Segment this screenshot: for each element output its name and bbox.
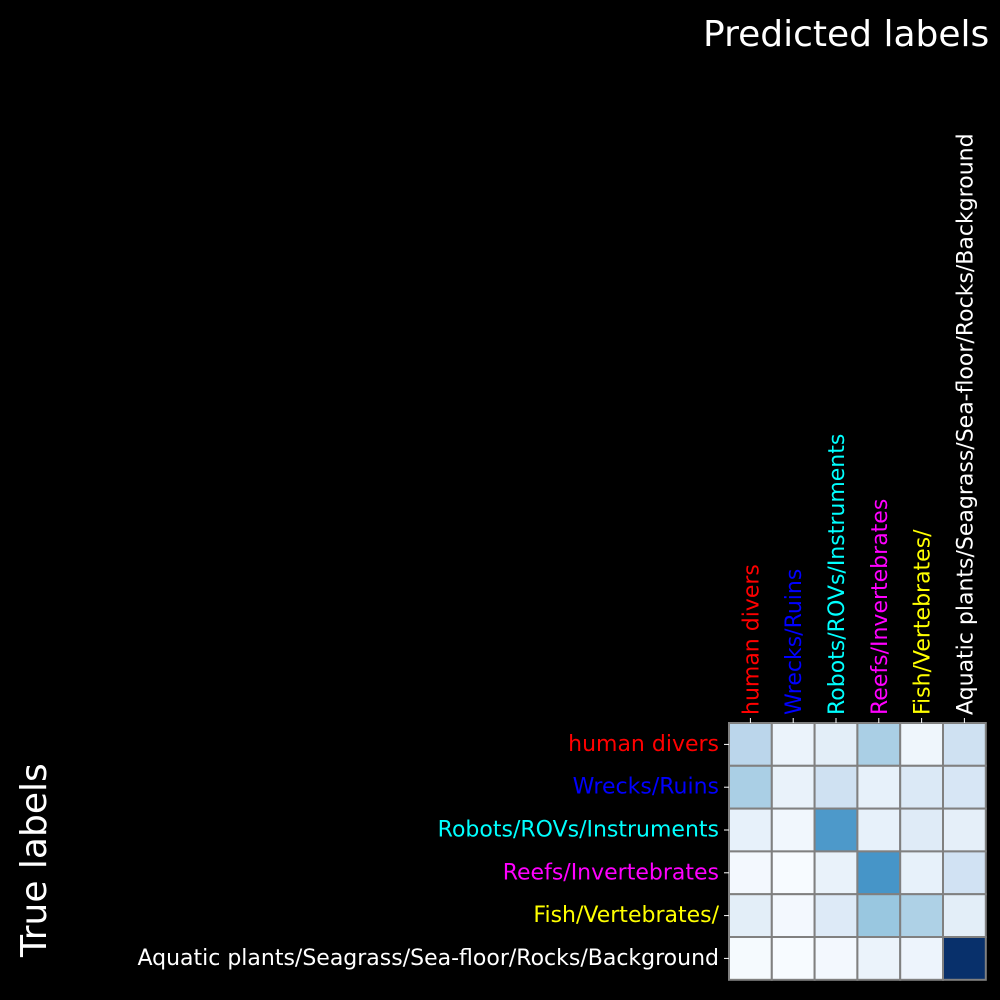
heatmap-cell <box>899 850 945 896</box>
heatmap-cell <box>813 722 859 767</box>
heatmap-cell <box>899 893 945 939</box>
x-tick-label: Robots/ROVs/Instruments <box>825 434 850 715</box>
heatmap-cell <box>942 807 987 853</box>
y-tick-label: human divers <box>568 732 719 757</box>
heatmap-cell <box>770 850 816 896</box>
heatmap-cell <box>856 850 902 896</box>
heatmap-cell <box>813 936 859 981</box>
x-tick-label: Aquatic plants/Seagrass/Sea-floor/Rocks/… <box>953 133 978 715</box>
x-axis-label: Predicted labels <box>703 14 989 55</box>
heatmap-cell <box>728 850 773 896</box>
heatmap-cell <box>728 893 773 939</box>
heatmap-cell <box>770 936 816 981</box>
heatmap-cell <box>728 764 773 810</box>
heatmap-cell <box>813 764 859 810</box>
y-tick-label: Robots/ROVs/Instruments <box>438 818 719 843</box>
heatmap-cell <box>813 850 859 896</box>
heatmap-cell <box>899 764 945 810</box>
heatmap-cell <box>942 893 987 939</box>
heatmap-cell <box>942 764 987 810</box>
heatmap-cell <box>770 807 816 853</box>
heatmap-cell <box>856 764 902 810</box>
heatmap-cell <box>856 936 902 981</box>
y-tick-label: Fish/Vertebrates/ <box>533 903 719 928</box>
heatmap-cell <box>770 764 816 810</box>
heatmap-cell <box>728 936 773 981</box>
heatmap-cell <box>942 936 987 981</box>
heatmap-cell <box>770 722 816 767</box>
heatmap-cell <box>942 850 987 896</box>
heatmap-cell <box>899 936 945 981</box>
heatmap-cell <box>728 807 773 853</box>
heatmap-cell <box>770 893 816 939</box>
heatmap-cell <box>856 893 902 939</box>
x-tick-label: Wrecks/Ruins <box>782 569 807 715</box>
y-tick-label: Reefs/Invertebrates <box>503 860 719 885</box>
heatmap-cell <box>899 807 945 853</box>
x-tick-label: Reefs/Invertebrates <box>868 499 893 715</box>
y-tick-group: human divers Wrecks/Ruins Robots/ROVs/Inst… <box>137 732 729 971</box>
heatmap-cell <box>728 722 773 767</box>
heatmap-cell <box>856 722 902 767</box>
x-tick-label: human divers <box>739 564 764 715</box>
x-tick-label: Fish/Vertebrates/ <box>911 529 936 715</box>
heatmap-cell <box>813 893 859 939</box>
heatmap-cells <box>728 722 987 981</box>
heatmap-cell <box>813 807 859 853</box>
heatmap-cell <box>942 722 987 767</box>
x-tick-group: human divers Wrecks/Ruins Robots/ROVs/Inst… <box>739 133 978 723</box>
heatmap-cell <box>856 807 902 853</box>
y-tick-label: Wrecks/Ruins <box>573 775 719 800</box>
y-tick-label: Aquatic plants/Seagrass/Sea-floor/Rocks/… <box>137 946 719 971</box>
heatmap-cell <box>899 722 945 767</box>
y-axis-label: True labels <box>14 763 55 958</box>
